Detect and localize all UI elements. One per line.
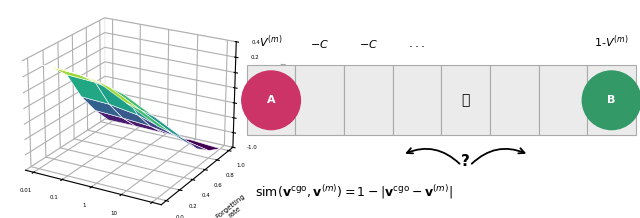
Bar — [442, 65, 490, 135]
Ellipse shape — [582, 71, 640, 129]
Bar — [296, 65, 344, 135]
Bar — [588, 65, 636, 135]
Text: $V^{(m)}$: $V^{(m)}$ — [259, 34, 283, 50]
Y-axis label: Forgetting
rate: Forgetting rate — [214, 193, 250, 218]
Text: 🤖: 🤖 — [461, 93, 470, 107]
Text: $-C$: $-C$ — [359, 38, 378, 50]
Text: A: A — [267, 95, 275, 105]
Bar — [393, 65, 442, 135]
Text: ?: ? — [461, 154, 470, 169]
Ellipse shape — [242, 71, 300, 129]
Text: $\mathrm{sim}(\mathbf{v}^{\mathrm{cgo}}, \mathbf{v}^{(m)}) = 1 - |\mathbf{v}^{\m: $\mathrm{sim}(\mathbf{v}^{\mathrm{cgo}},… — [255, 183, 452, 201]
Bar — [490, 65, 539, 135]
Bar — [247, 65, 296, 135]
Text: $1\text{-}V^{(m)}$: $1\text{-}V^{(m)}$ — [595, 34, 629, 50]
Text: B: B — [607, 95, 616, 105]
Text: $-C$: $-C$ — [310, 38, 329, 50]
Bar — [539, 65, 588, 135]
Text: $...$: $...$ — [408, 37, 426, 50]
Bar — [344, 65, 393, 135]
